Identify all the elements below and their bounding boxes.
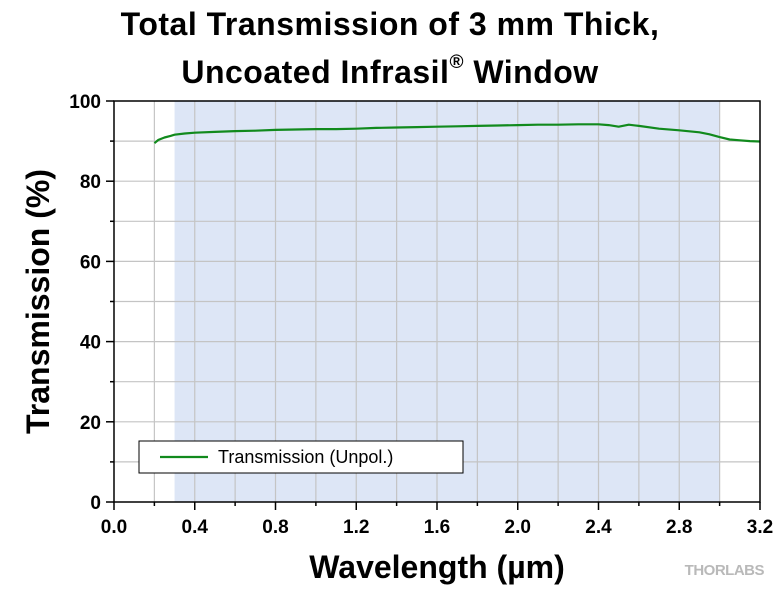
x-tick-label: 3.2 [747, 517, 773, 538]
y-tick-label: 40 [80, 333, 101, 354]
registered-mark: ® [449, 52, 464, 73]
y-tick-label: 20 [80, 413, 101, 434]
x-tick-label: 0.8 [262, 517, 288, 538]
legend-label: Transmission (Unpol.) [218, 447, 393, 467]
x-axis-title: Wavelength (µm) [309, 549, 564, 585]
y-axis-title: Transmission (%) [20, 169, 56, 434]
x-tick-label: 0.4 [182, 517, 209, 538]
y-tick-label: 100 [69, 92, 101, 113]
y-tick-label: 80 [80, 172, 101, 193]
x-tick-labels: 0.0 0.4 0.8 1.2 1.6 2.0 2.4 2.8 3.2 [101, 517, 773, 538]
thorlabs-watermark: THORLABS [684, 562, 765, 579]
x-tick-label: 1.6 [424, 517, 450, 538]
x-tick-label: 2.0 [505, 517, 531, 538]
chart-title-line-1: Total Transmission of 3 mm Thick, [120, 6, 660, 42]
x-tick-label: 2.8 [666, 517, 692, 538]
chart-title-main: Uncoated Infrasil [181, 54, 450, 90]
y-tick-label: 60 [80, 252, 101, 273]
x-tick-label: 2.4 [585, 517, 612, 538]
chart-title-line-2: Uncoated Infrasil® Window [0, 53, 780, 90]
axis-ticks [106, 100, 761, 510]
y-tick-labels: 0 20 40 60 80 100 [69, 92, 101, 514]
legend: Transmission (Unpol.) [138, 440, 464, 474]
y-tick-label: 0 [90, 493, 101, 514]
x-tick-label: 0.0 [101, 517, 127, 538]
x-tick-label: 1.2 [343, 517, 369, 538]
series-line-transmission [153, 123, 761, 144]
chart-title-end: Window [463, 54, 599, 90]
